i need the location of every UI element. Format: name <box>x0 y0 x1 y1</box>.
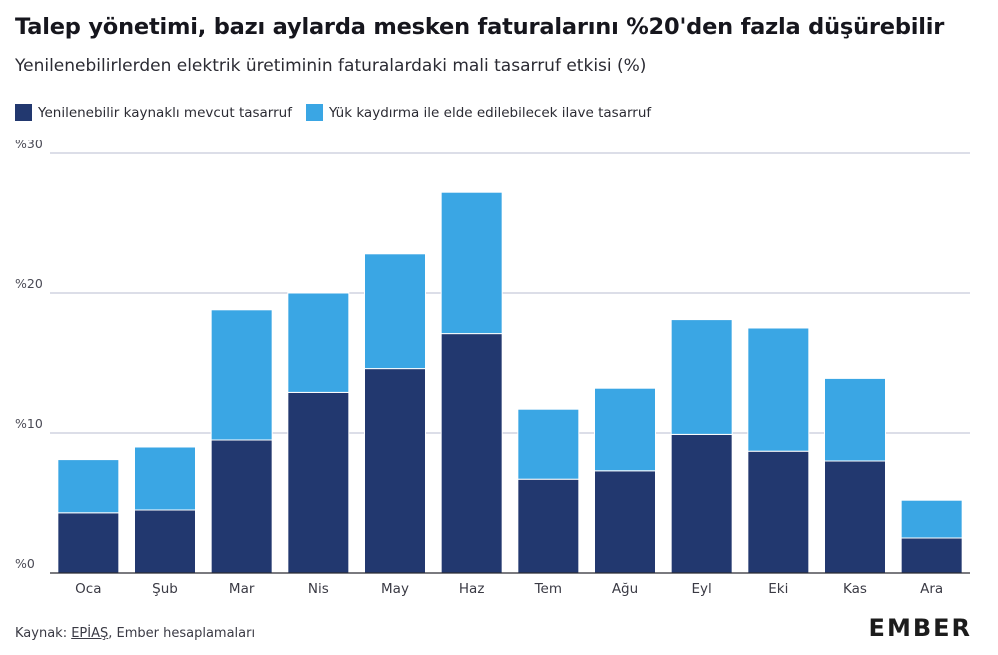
bar-additional-savings <box>517 408 580 480</box>
chart-subtitle: Yenilenebilirlerden elektrik üretiminin … <box>15 56 647 76</box>
x-tick-label: Tem <box>534 581 562 597</box>
source-link-epias[interactable]: EPİAŞ <box>71 626 109 641</box>
legend-label-current-savings: Yenilenebilir kaynaklı mevcut tasarruf <box>38 104 292 121</box>
bar-current-savings <box>57 512 120 574</box>
bar-additional-savings <box>210 309 273 441</box>
x-tick-label: Ara <box>920 581 943 597</box>
bar-current-savings <box>134 509 196 574</box>
ember-logo: EMBER <box>868 614 972 642</box>
x-tick-label: May <box>381 581 409 597</box>
bar-additional-savings <box>824 377 886 462</box>
legend-item-current-savings: Yenilenebilir kaynaklı mevcut tasarruf <box>15 104 292 121</box>
x-tick-label: Kas <box>843 581 867 597</box>
x-tick-label: Ağu <box>612 581 638 597</box>
legend-swatch-additional-savings <box>305 104 323 121</box>
x-tick-label: Eki <box>768 581 788 597</box>
bar-additional-savings <box>900 499 963 539</box>
bar-additional-savings <box>747 327 810 452</box>
bar-current-savings <box>210 439 273 574</box>
x-tick-label: Haz <box>459 581 485 597</box>
bar-current-savings <box>364 368 426 574</box>
bar-current-savings <box>670 433 733 574</box>
x-tick-label: Nis <box>308 581 329 597</box>
bar-additional-savings <box>594 387 656 472</box>
source-note: Kaynak: EPİAŞ, Ember hesaplamaları <box>15 626 255 641</box>
legend-label-additional-savings: Yük kaydırma ile elde edilebilecek ilave… <box>328 104 652 121</box>
bar-current-savings <box>517 478 580 574</box>
x-tick-label: Şub <box>152 581 178 597</box>
source-suffix: , Ember hesaplamaları <box>108 626 256 641</box>
bar-current-savings <box>747 450 810 574</box>
bar-current-savings <box>824 460 886 574</box>
bar-current-savings <box>440 333 503 574</box>
legend-item-additional-savings: Yük kaydırma ile elde edilebilecek ilave… <box>305 104 652 121</box>
y-tick-label: %20 <box>15 276 43 291</box>
bar-current-savings <box>900 537 963 574</box>
legend: Yenilenebilir kaynaklı mevcut tasarruf Y… <box>15 104 665 121</box>
stacked-bar-chart: %0 %10 %20 %30 Oca Şub Mar Nis May Haz Tem Ağu Eyl Ek… <box>15 140 970 597</box>
y-tick-label: %10 <box>15 416 43 431</box>
x-tick-label: Mar <box>229 581 255 597</box>
source-prefix: Kaynak: <box>15 626 72 641</box>
bar-additional-savings <box>287 292 350 393</box>
bar-additional-savings <box>440 191 503 335</box>
bar-additional-savings <box>57 459 120 514</box>
bar-additional-savings <box>364 253 426 370</box>
bar-additional-savings <box>134 446 196 511</box>
y-tick-label: %30 <box>15 140 43 151</box>
y-tick-label: %0 <box>15 556 35 571</box>
legend-swatch-current-savings <box>15 104 32 121</box>
chart-title: Talep yönetimi, bazı aylarda mesken fatu… <box>15 14 945 40</box>
bar-current-savings <box>287 391 350 574</box>
bar-current-savings <box>594 470 656 574</box>
x-tick-label: Oca <box>75 581 101 597</box>
bar-additional-savings <box>670 319 733 435</box>
x-tick-label: Eyl <box>692 581 712 597</box>
